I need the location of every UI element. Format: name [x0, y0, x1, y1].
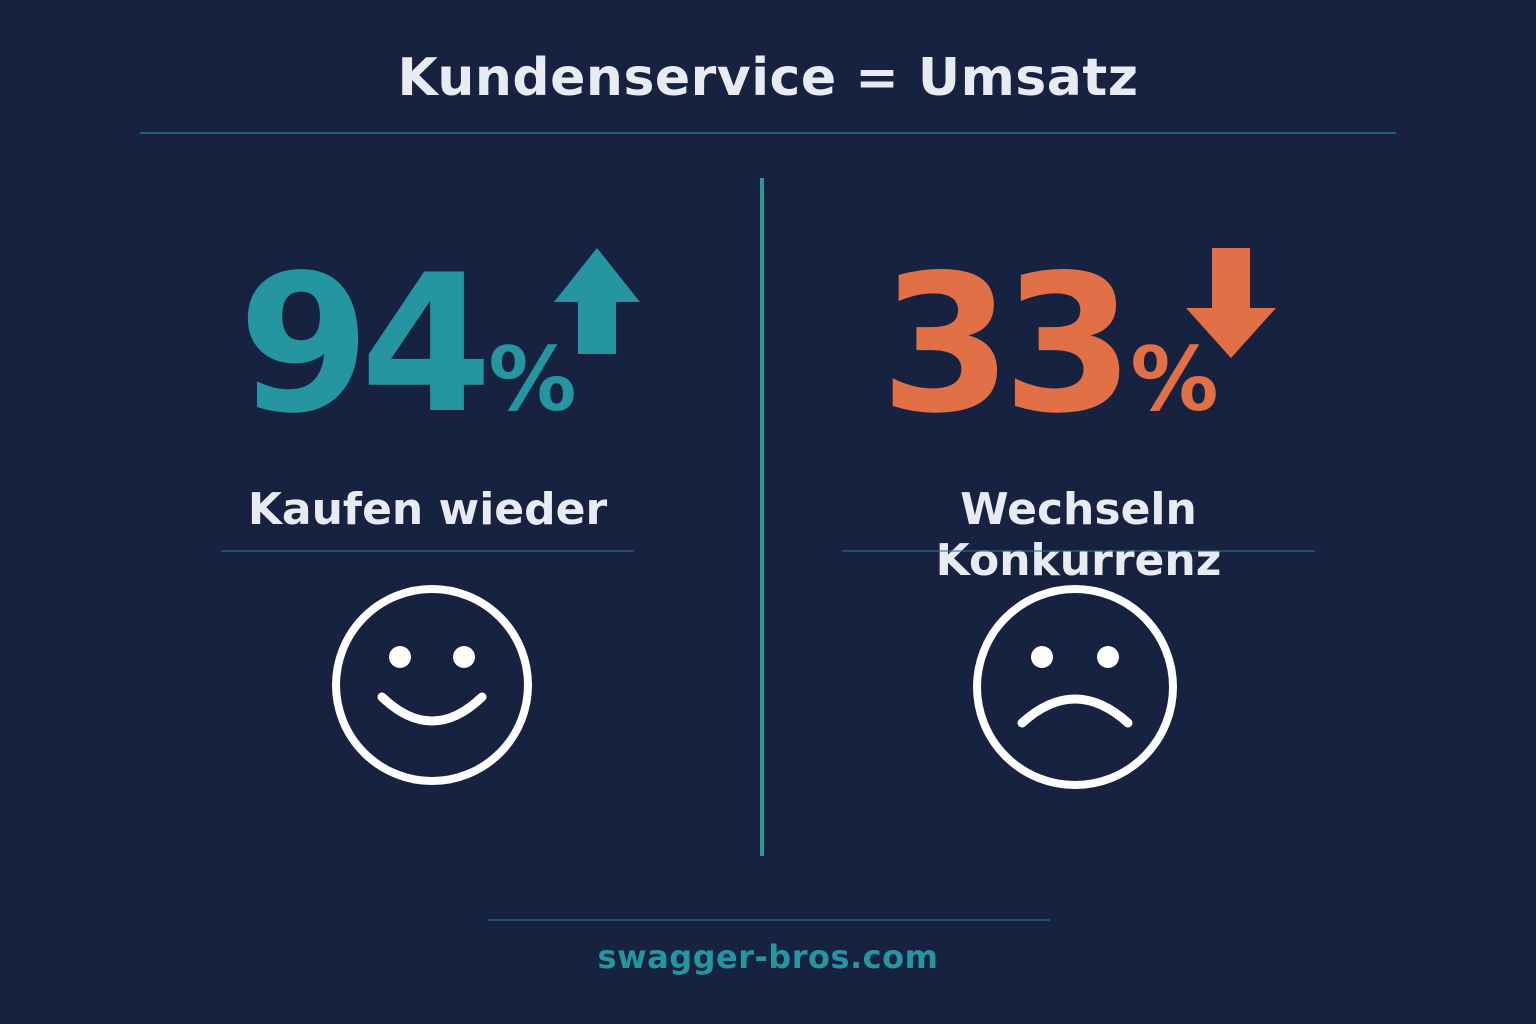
right-label-underline [842, 550, 1315, 552]
left-label-underline [221, 550, 634, 552]
vertical-divider [760, 178, 764, 856]
arrow-down-icon [1186, 248, 1276, 358]
footer-website: swagger-bros.com [597, 938, 939, 976]
left-stat-value: 94 [238, 234, 492, 455]
arrow-up-icon [554, 248, 640, 354]
right-label: Wechseln Konkurrenz [935, 484, 1222, 586]
right-stat-value: 33 [880, 234, 1134, 455]
happy-face-icon [332, 585, 532, 785]
page-title: Kundenservice = Umsatz [397, 48, 1139, 108]
left-stat-unit: % [488, 328, 577, 431]
right-stat: 33% [880, 250, 1219, 440]
title-underline [140, 132, 1396, 134]
sad-face-icon [973, 585, 1177, 789]
left-stat: 94% [238, 250, 577, 440]
right-stat-unit: % [1130, 328, 1219, 431]
footer-rule [488, 919, 1050, 921]
left-label: Kaufen wieder [247, 484, 608, 535]
